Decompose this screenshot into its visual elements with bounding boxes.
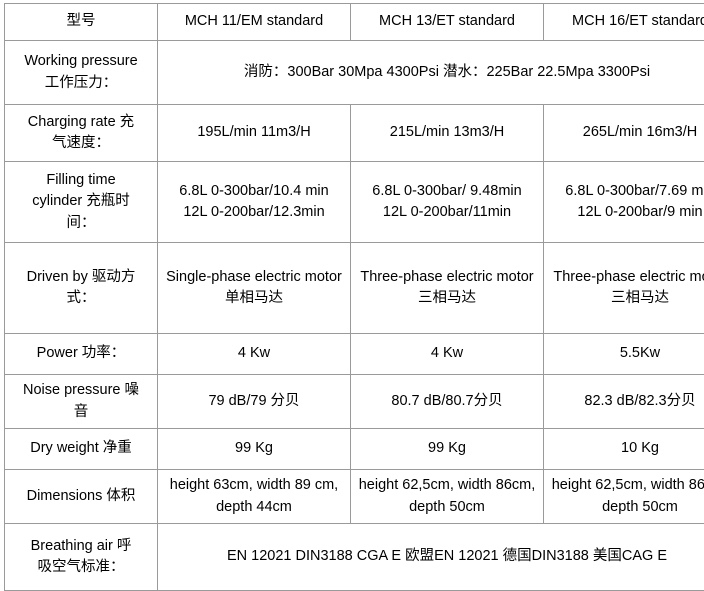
cell-filling-time-mch16: 6.8L 0-300bar/7.69 min 12L 0-200bar/9 mi… (544, 162, 704, 243)
cell-dry-weight-mch16: 10 Kg (544, 429, 704, 470)
cell-driven-by-mch16: Three-phase electric motor 三相马达 (544, 243, 704, 334)
table-row: Working pressure 工作压力： 消防：300Bar 30Mpa 4… (5, 41, 704, 105)
cell-charging-rate-mch16: 265L/min 16m3/H (544, 105, 704, 162)
cell-dry-weight-mch11: 99 Kg (158, 429, 351, 470)
row-label-model: 型号 (5, 4, 158, 41)
cell-noise-pressure-mch11: 79 dB/79 分贝 (158, 375, 351, 429)
table-row: Dimensions 体积 height 63cm, width 89 cm, … (5, 470, 704, 524)
cell-filling-time-mch11: 6.8L 0-300bar/10.4 min 12L 0-200bar/12.3… (158, 162, 351, 243)
cell-dimensions-mch13: height 62,5cm, width 86cm, depth 50cm (351, 470, 544, 524)
row-label-breathing-air: Breathing air 呼 吸空气标准： (5, 524, 158, 591)
cell-working-pressure-merged: 消防：300Bar 30Mpa 4300Psi 潜水：225Bar 22.5Mp… (158, 41, 704, 105)
row-label-working-pressure: Working pressure 工作压力： (5, 41, 158, 105)
cell-filling-time-mch13: 6.8L 0-300bar/ 9.48min 12L 0-200bar/11mi… (351, 162, 544, 243)
table-row: Power 功率： 4 Kw 4 Kw 5.5Kw (5, 334, 704, 375)
cell-power-mch11: 4 Kw (158, 334, 351, 375)
cell-breathing-air-merged: EN 12021 DIN3188 CGA E 欧盟EN 12021 德国DIN3… (158, 524, 704, 591)
row-label-power: Power 功率： (5, 334, 158, 375)
table-row: Dry weight 净重 99 Kg 99 Kg 10 Kg (5, 429, 704, 470)
cell-power-mch16: 5.5Kw (544, 334, 704, 375)
row-label-dry-weight: Dry weight 净重 (5, 429, 158, 470)
row-label-driven-by: Driven by 驱动方 式： (5, 243, 158, 334)
row-label-noise-pressure: Noise pressure 噪 音 (5, 375, 158, 429)
cell-power-mch13: 4 Kw (351, 334, 544, 375)
specification-table: 型号 MCH 11/EM standard MCH 13/ET standard… (4, 3, 704, 591)
cell-noise-pressure-mch16: 82.3 dB/82.3分贝 (544, 375, 704, 429)
table-row: Filling time cylinder 充瓶时 间： 6.8L 0-300b… (5, 162, 704, 243)
table-row: 型号 MCH 11/EM standard MCH 13/ET standard… (5, 4, 704, 41)
cell-driven-by-mch11: Single-phase electric motor 单相马达 (158, 243, 351, 334)
specification-table-container: 型号 MCH 11/EM standard MCH 13/ET standard… (0, 0, 704, 579)
cell-charging-rate-mch13: 215L/min 13m3/H (351, 105, 544, 162)
cell-dimensions-mch11: height 63cm, width 89 cm, depth 44cm (158, 470, 351, 524)
cell-model-mch16: MCH 16/ET standard (544, 4, 704, 41)
cell-model-mch11: MCH 11/EM standard (158, 4, 351, 41)
table-row: Noise pressure 噪 音 79 dB/79 分贝 80.7 dB/8… (5, 375, 704, 429)
row-label-charging-rate: Charging rate 充 气速度： (5, 105, 158, 162)
cell-noise-pressure-mch13: 80.7 dB/80.7分贝 (351, 375, 544, 429)
table-body: 型号 MCH 11/EM standard MCH 13/ET standard… (5, 4, 704, 591)
table-row: Breathing air 呼 吸空气标准： EN 12021 DIN3188 … (5, 524, 704, 591)
cell-driven-by-mch13: Three-phase electric motor 三相马达 (351, 243, 544, 334)
table-row: Driven by 驱动方 式： Single-phase electric m… (5, 243, 704, 334)
cell-model-mch13: MCH 13/ET standard (351, 4, 544, 41)
cell-dimensions-mch16: height 62,5cm, width 86cm, depth 50cm (544, 470, 704, 524)
cell-charging-rate-mch11: 195L/min 11m3/H (158, 105, 351, 162)
table-row: Charging rate 充 气速度： 195L/min 11m3/H 215… (5, 105, 704, 162)
row-label-dimensions: Dimensions 体积 (5, 470, 158, 524)
cell-dry-weight-mch13: 99 Kg (351, 429, 544, 470)
row-label-filling-time: Filling time cylinder 充瓶时 间： (5, 162, 158, 243)
